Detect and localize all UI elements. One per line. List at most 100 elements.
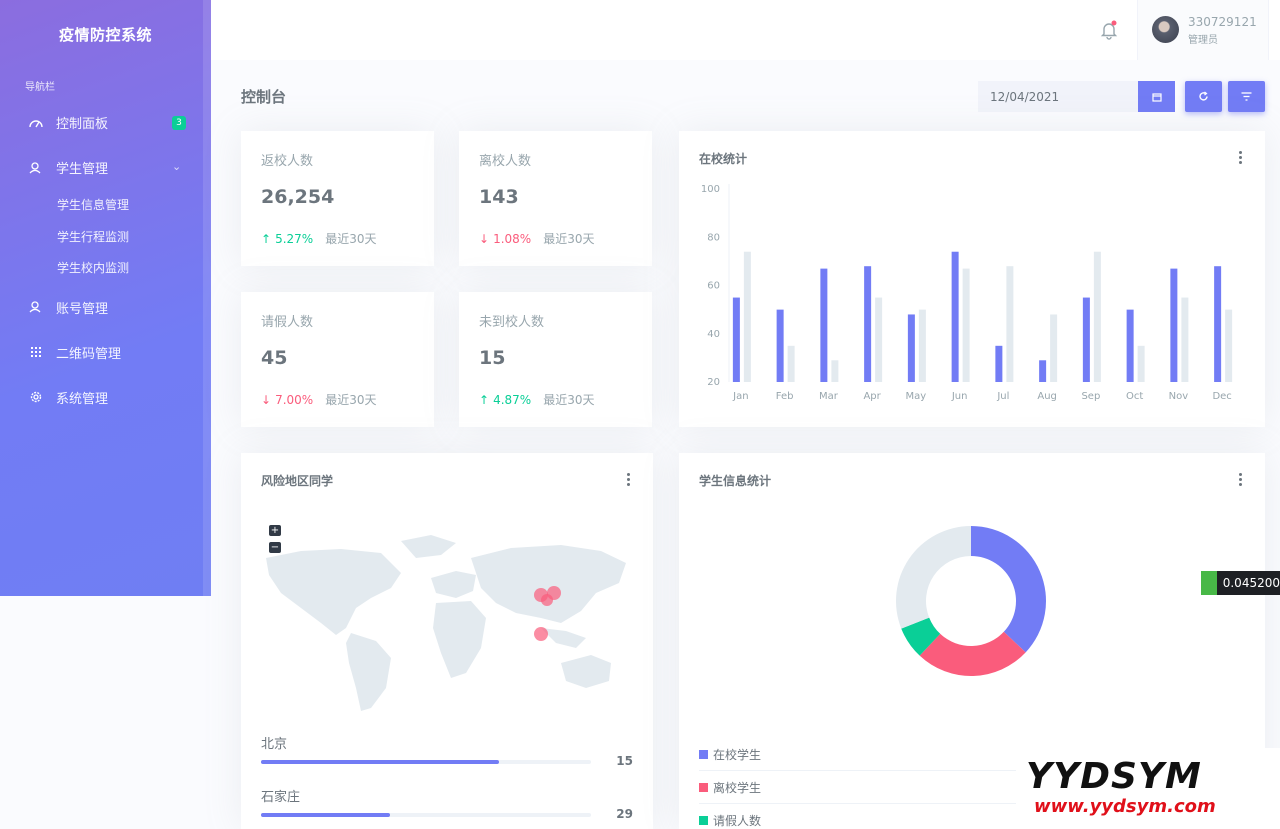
stat-label: 离校人数 (479, 154, 532, 169)
stat-footer: ↑ 4.87% 最近30天 (479, 391, 594, 408)
username: 330729121 (1188, 15, 1257, 29)
bar (831, 360, 839, 382)
gear-icon (28, 390, 44, 404)
filter-button[interactable] (1228, 81, 1265, 112)
more-options-icon[interactable] (627, 473, 631, 488)
y-tick-label: 100 (701, 184, 720, 195)
bar (1225, 309, 1233, 382)
stat-footer: ↑ 5.27% 最近30天 (261, 230, 376, 247)
sidebar-subitem-student-info[interactable]: 学生信息管理 (57, 198, 130, 212)
stat-label: 返校人数 (261, 154, 314, 169)
avatar (1152, 16, 1179, 43)
sidebar-item-label: 二维码管理 (56, 346, 122, 362)
user-role: 管理员 (1188, 35, 1218, 46)
y-tick-label: 40 (707, 329, 720, 340)
bell-icon[interactable] (1099, 20, 1119, 44)
sidebar-edge (203, 0, 211, 596)
arrow-down-icon: ↓ (479, 231, 490, 246)
bar (1137, 345, 1145, 382)
watermark-brand: YYDSYM (1026, 756, 1202, 797)
legend-item: 在校学生 (699, 738, 1259, 771)
account-icon (28, 301, 44, 313)
sidebar-item-dashboard[interactable]: 控制面板 3 (0, 100, 211, 145)
nav-section-title: 导航栏 (25, 82, 55, 93)
notification-badge: 3 (172, 116, 186, 130)
x-tick-label: Feb (776, 391, 794, 402)
sidebar-item-students[interactable]: 学生管理 ⌄ (0, 145, 211, 190)
stat-value: 45 (261, 347, 288, 369)
bar (962, 268, 970, 382)
stat-trend: 5.27% (275, 231, 314, 246)
sidebar-subitem-student-campus[interactable]: 学生校内监测 (57, 261, 130, 275)
legend-swatch (699, 749, 708, 759)
bar (875, 297, 883, 382)
watermark-url: www.yydsym.com (1034, 796, 1216, 817)
card-title: 在校统计 (699, 152, 748, 166)
x-tick-label: Jul (996, 391, 1009, 402)
stat-trend: 4.87% (493, 392, 532, 407)
bar (1093, 251, 1101, 382)
region-row: 北京 15 (261, 733, 633, 768)
region-progress (261, 813, 591, 817)
stat-footer: ↓ 1.08% 最近30天 (479, 230, 594, 247)
world-map[interactable] (241, 513, 653, 713)
zoom-out-button[interactable]: − (269, 542, 281, 553)
bar (1082, 297, 1090, 382)
bar (787, 345, 795, 382)
filter-icon (1241, 92, 1252, 101)
stat-footer: ↓ 7.00% 最近30天 (261, 391, 376, 408)
stat-value: 26,254 (261, 186, 335, 208)
sidebar-item-qrcode[interactable]: 二维码管理 (0, 330, 211, 375)
arrow-up-icon: ↑ (261, 231, 272, 246)
x-tick-label: Apr (863, 391, 881, 402)
stat-card-leave: 请假人数 45 ↓ 7.00% 最近30天 (241, 292, 434, 427)
sidebar: 疫情防控系统 导航栏 控制面板 3 学生管理 ⌄ 学生信息管理 学生行程监测 学… (0, 0, 211, 596)
sidebar-item-label: 系统管理 (56, 391, 109, 407)
sidebar-item-label: 控制面板 (56, 117, 109, 132)
region-count: 15 (616, 754, 633, 768)
topbar: 330729121 管理员 (211, 0, 1280, 60)
stat-value: 143 (479, 186, 519, 208)
refresh-button[interactable] (1185, 81, 1222, 112)
arrow-down-icon: ↓ (261, 392, 272, 407)
legend-swatch (699, 782, 708, 792)
donut-slice (901, 617, 941, 656)
arrow-up-icon: ↑ (479, 392, 490, 407)
calendar-button[interactable] (1138, 81, 1175, 112)
donut-chart (896, 526, 1046, 676)
bar (743, 251, 751, 382)
region-progress (261, 760, 591, 764)
refresh-icon (1199, 91, 1208, 101)
bar (1214, 266, 1222, 382)
bar (995, 345, 1003, 382)
stat-label: 未到校人数 (479, 315, 545, 330)
bar (776, 309, 784, 382)
stat-period: 最近30天 (543, 232, 595, 246)
sidebar-item-system[interactable]: 系统管理 (0, 375, 211, 420)
bar-chart: 20 40 60 80 100 Jan Feb Mar Apr May Jun Jul Aug Sep Oc… (701, 184, 1233, 402)
price-ticker: 0.045200 (1201, 571, 1280, 595)
user-menu[interactable]: 330729121 管理员 (1137, 0, 1269, 60)
bar (1039, 360, 1047, 382)
region-name: 石家庄 (261, 790, 301, 805)
date-input[interactable]: 12/04/2021 (978, 81, 1138, 112)
watermark: YYDSYM www.yydsym.com (1016, 748, 1280, 829)
bar-chart-card: 在校统计 20 40 60 80 100 Jan Feb Mar Apr May Jun Jul Aug… (679, 131, 1265, 427)
stat-trend: 1.08% (493, 231, 532, 246)
bar (732, 297, 740, 382)
more-options-icon[interactable] (1239, 473, 1243, 488)
bar (951, 251, 959, 382)
chevron-down-icon: ⌄ (172, 160, 182, 173)
stat-trend: 7.00% (275, 392, 314, 407)
x-tick-label: Jan (732, 391, 748, 402)
more-options-icon[interactable] (1239, 151, 1243, 166)
stat-period: 最近30天 (325, 393, 377, 407)
y-tick-label: 80 (707, 232, 720, 243)
zoom-in-button[interactable]: + (269, 525, 281, 536)
region-name: 北京 (261, 737, 288, 752)
sidebar-subitem-student-trip[interactable]: 学生行程监测 (57, 229, 130, 244)
bar (820, 268, 828, 382)
region-row: 石家庄 29 (261, 786, 633, 821)
sidebar-item-accounts[interactable]: 账号管理 (0, 285, 211, 330)
bar (864, 266, 872, 382)
